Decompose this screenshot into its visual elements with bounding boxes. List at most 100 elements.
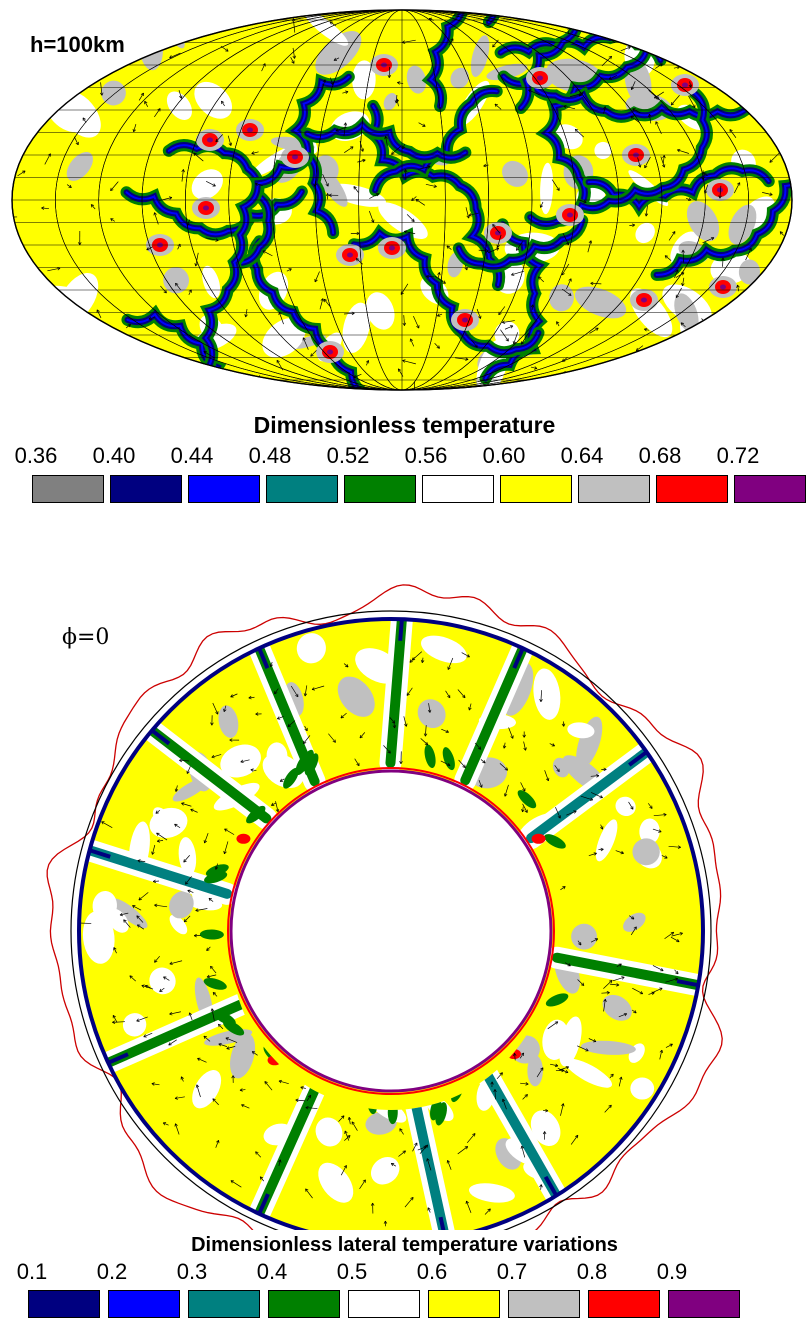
velocity-arrow-icon: [498, 306, 506, 315]
velocity-arrow-icon: [476, 308, 481, 319]
variation-patch: [218, 705, 239, 738]
field-patch: [191, 169, 223, 200]
velocity-arrow-icon: [212, 1098, 219, 1106]
velocity-arrow-icon: [305, 1107, 318, 1109]
velocity-arrow-icon: [162, 1122, 169, 1126]
velocity-arrow-icon: [652, 828, 662, 833]
variation-patch: [92, 891, 117, 921]
velocity-arrow-icon: [403, 716, 407, 727]
velocity-arrow-icon: [629, 224, 635, 226]
velocity-arrow-icon: [557, 1067, 569, 1073]
velocity-arrow-icon: [779, 231, 785, 236]
variation-patch: [266, 742, 288, 769]
velocity-arrow-icon: [628, 801, 634, 810]
velocity-arrow-icon: [671, 932, 683, 937]
velocity-arrow-icon: [175, 785, 178, 792]
velocity-arrow-icon: [737, 284, 740, 292]
velocity-arrow-icon: [270, 661, 273, 667]
velocity-arrow-icon: [195, 252, 199, 267]
velocity-arrow-icon: [129, 975, 136, 982]
velocity-arrow-icon: [437, 272, 440, 278]
field-patch: [194, 81, 233, 119]
variation-patch: [178, 837, 197, 876]
velocity-arrow-icon: [44, 153, 51, 165]
velocity-arrow-icon: [496, 1072, 503, 1080]
velocity-arrow-icon: [421, 657, 424, 663]
velocity-arrow-icon: [169, 1011, 181, 1015]
velocity-arrow-icon: [440, 760, 451, 766]
velocity-arrow-icon: [206, 974, 217, 978]
velocity-arrow-icon: [471, 339, 478, 348]
velocity-arrow-icon: [499, 763, 508, 771]
boundary-blob: [295, 753, 310, 775]
velocity-arrow-icon: [230, 693, 238, 698]
velocity-arrow-icon: [413, 315, 420, 329]
variation-patch: [630, 1077, 655, 1100]
velocity-arrow-icon: [274, 688, 279, 695]
velocity-arrow-icon: [492, 39, 499, 48]
velocity-arrow-icon: [659, 1049, 663, 1060]
velocity-arrow-icon: [540, 201, 544, 208]
velocity-arrow-icon: [695, 67, 706, 75]
velocity-arrow-icon: [655, 63, 663, 69]
velocity-arrow-icon: [758, 315, 764, 327]
velocity-arrow-icon: [344, 146, 354, 153]
velocity-arrow-icon: [310, 350, 317, 357]
field-patch: [160, 13, 185, 49]
velocity-arrow-icon: [154, 955, 160, 963]
velocity-arrow-icon: [144, 101, 149, 107]
velocity-arrow-icon: [292, 47, 295, 59]
velocity-arrow-icon: [603, 999, 606, 1012]
variation-patch: [639, 818, 660, 845]
velocity-arrow-icon: [259, 1176, 264, 1182]
variation-patch: [581, 1040, 636, 1055]
section-label: ϕ=0: [62, 625, 110, 650]
velocity-arrow-icon: [148, 316, 156, 320]
velocity-arrow-icon: [434, 342, 440, 349]
velocity-arrow-icon: [404, 230, 416, 235]
variation-patch: [615, 796, 636, 817]
velocity-arrow-icon: [514, 1053, 516, 1061]
velocity-arrow-icon: [21, 294, 34, 301]
temperature-legend-swatch: [734, 475, 806, 503]
velocity-arrow-icon: [112, 1015, 118, 1023]
velocity-arrow-icon: [647, 803, 653, 809]
velocity-arrow-icon: [189, 1012, 193, 1021]
velocity-arrow-icon: [676, 17, 685, 29]
velocity-arrow-icon: [455, 357, 469, 360]
boundary-blob: [246, 805, 266, 824]
variation-patch: [623, 912, 646, 932]
field-patch: [470, 35, 490, 77]
velocity-arrow-icon: [333, 57, 340, 61]
velocity-arrow-icon: [655, 32, 666, 41]
velocity-arrow-icon: [186, 219, 191, 226]
velocity-arrow-icon: [193, 152, 204, 162]
velocity-arrow-icon: [701, 321, 716, 327]
field-patch: [57, 91, 101, 138]
variation-patch: [337, 676, 375, 717]
velocity-arrow-icon: [653, 814, 667, 817]
velocity-arrow-icon: [385, 136, 388, 146]
variation-legend-swatch: [668, 1290, 740, 1318]
field-patch: [383, 93, 397, 111]
velocity-arrow-icon: [447, 657, 454, 670]
velocity-arrow-icon: [590, 792, 603, 799]
variation-patch: [149, 967, 176, 995]
cold-sheet: [695, 10, 762, 79]
temperature-legend-labels: 0.36 0.40 0.44 0.48 0.52 0.56 0.60 0.64 0.68 0.72: [0, 443, 809, 473]
velocity-arrow-icon: [566, 810, 577, 816]
velocity-arrow-icon: [279, 778, 285, 782]
velocity-arrow-icon: [724, 11, 729, 24]
velocity-arrow-icon: [215, 863, 218, 870]
field-patch: [166, 91, 192, 121]
velocity-arrow-icon: [344, 1135, 351, 1141]
velocity-arrow-icon: [181, 169, 184, 182]
velocity-arrow-icon: [620, 46, 631, 52]
velocity-arrow-icon: [411, 196, 417, 201]
velocity-arrow-icon: [520, 782, 526, 792]
velocity-arrow-icon: [465, 265, 468, 271]
velocity-arrow-icon: [47, 267, 61, 272]
velocity-arrow-icon: [688, 65, 694, 69]
field-patch: [450, 67, 470, 89]
velocity-arrow-icon: [474, 742, 482, 750]
